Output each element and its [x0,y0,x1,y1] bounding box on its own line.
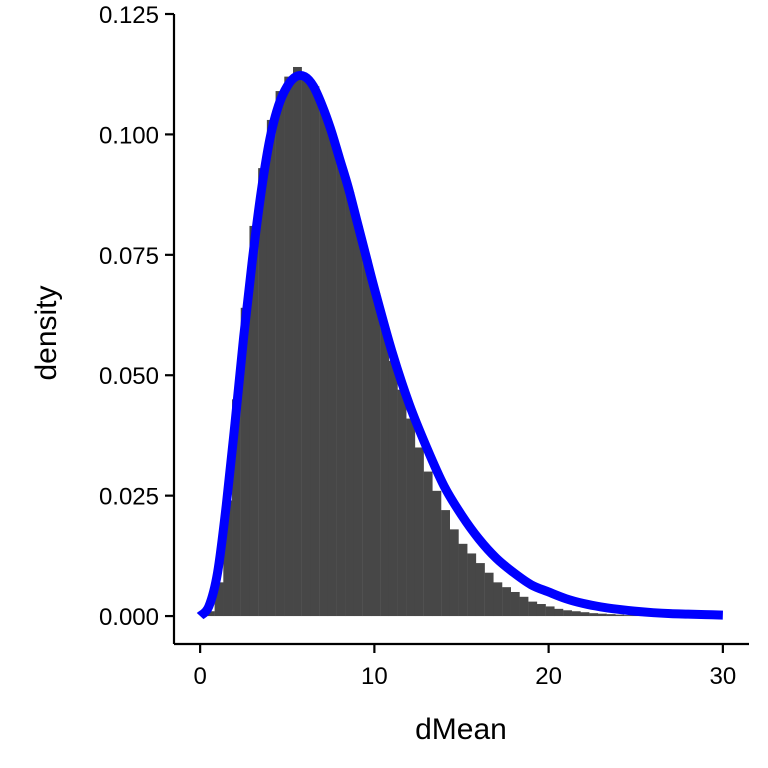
x-axis-title: dMean [415,713,507,746]
histogram-bar-38 [536,604,546,617]
histogram-bar-44 [589,613,599,617]
histogram-bar-17 [353,225,363,617]
histogram-bar-18 [362,259,372,617]
histogram-bar-22 [397,389,407,617]
density-curve [196,70,723,620]
histogram-bar-40 [554,608,564,617]
histogram-bars [205,66,642,617]
histogram-bar-14 [327,134,337,617]
histogram-bar-47 [615,614,625,617]
histogram-bar-26 [432,490,442,617]
histogram-bar-9 [284,76,294,617]
histogram-bar-41 [563,610,572,617]
histogram-bar-0 [205,611,215,617]
histogram-bar-10 [293,66,302,617]
x-axis-ticks: 0 10 20 30 [193,644,736,690]
histogram-bar-48 [624,615,633,617]
histogram-bar-19 [371,293,381,617]
histogram-bar-8 [275,91,285,617]
histogram-bar-21 [388,360,398,617]
histogram-bar-33 [493,582,503,617]
histogram-bar-32 [484,572,494,617]
histogram-bar-46 [606,614,616,617]
histogram-bar-2 [223,500,233,617]
histogram-bar-6 [258,168,268,617]
histogram-bar-45 [597,613,607,617]
y-tick-label-5: 0.125 [99,2,159,29]
histogram-bar-28 [449,529,459,617]
x-tick-label-0: 0 [193,663,206,690]
histogram-bar-15 [336,163,346,617]
histogram-bar-35 [510,591,520,617]
histogram-bar-11 [301,76,311,617]
y-tick-label-4: 0.100 [99,122,159,149]
histogram-bar-34 [502,587,511,617]
y-axis-title: density [30,285,63,380]
histogram-bar-37 [528,601,538,617]
x-tick-label-1: 10 [361,663,388,690]
histogram-bar-4 [240,307,250,617]
axes [172,14,749,646]
histogram-bar-24 [414,447,424,617]
histogram-bar-27 [441,510,450,617]
histogram-bar-29 [458,543,468,617]
y-axis-ticks: 0.000 0.025 0.050 0.075 0.100 0.125 [99,2,174,631]
x-tick-label-2: 20 [535,663,562,690]
histogram-bar-12 [310,86,320,617]
histogram-bar-39 [545,606,555,617]
y-tick-label-2: 0.050 [99,363,159,390]
x-tick-label-3: 30 [710,663,737,690]
histogram-bar-5 [249,225,259,617]
histogram-bar-25 [423,471,433,617]
histogram-bar-13 [319,110,329,617]
density-curve-layer [196,70,723,620]
histogram-bar-31 [475,563,485,617]
histogram-bar-42 [571,611,581,617]
histogram-bar-1 [214,582,224,617]
histogram-bar-3 [232,399,241,617]
y-tick-label-3: 0.075 [99,243,159,270]
histogram-bar-7 [266,119,276,617]
y-tick-label-0: 0.000 [99,604,159,631]
histogram-bar-30 [467,553,477,617]
histogram-bar-16 [345,192,355,617]
histogram-bar-43 [580,612,590,617]
histogram-bar-23 [406,418,416,617]
histogram-bar-36 [519,596,529,617]
y-tick-label-1: 0.025 [99,484,159,511]
histogram-bar-20 [380,327,390,617]
